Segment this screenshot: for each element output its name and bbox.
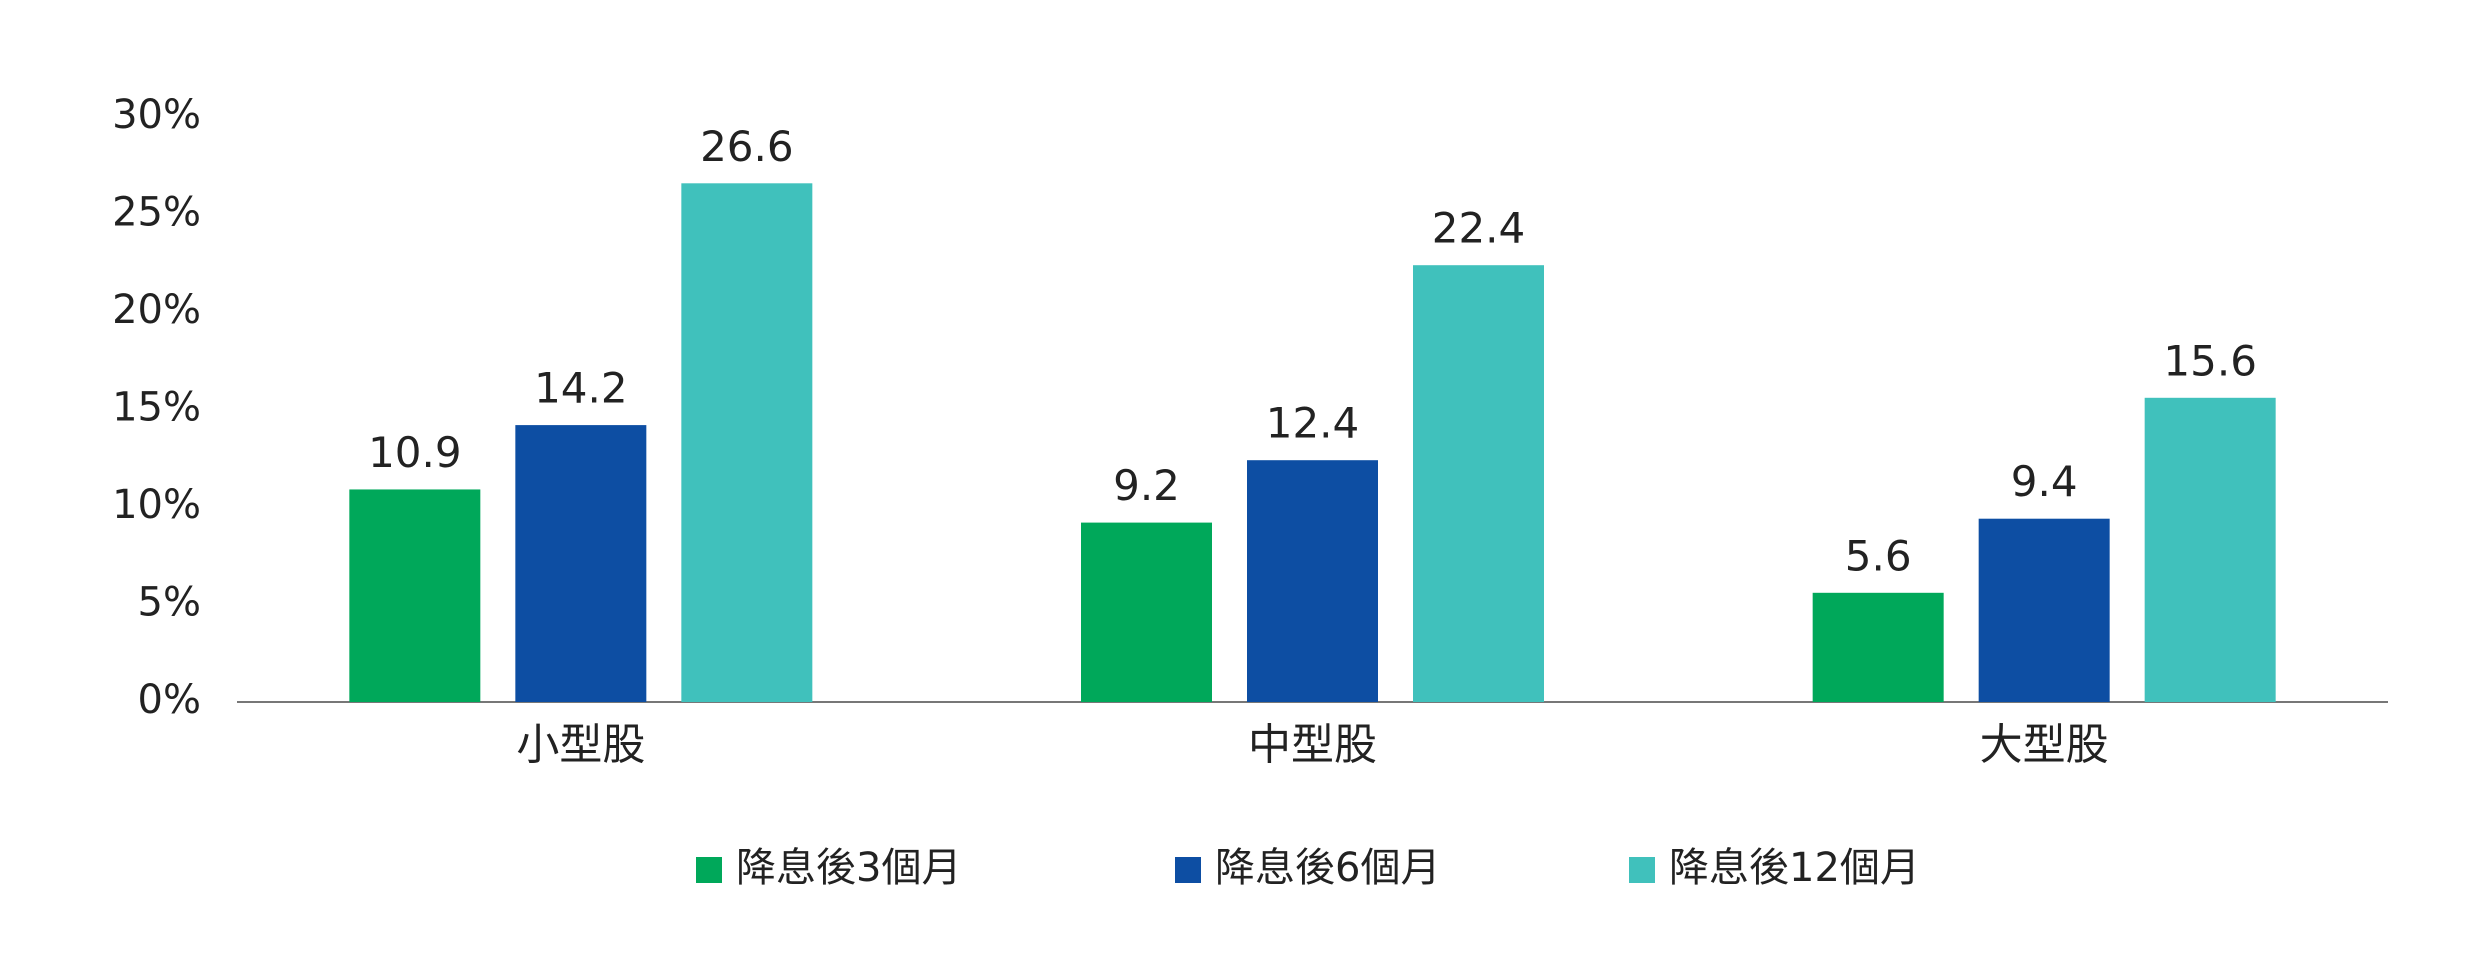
- bar: [1812, 592, 1944, 702]
- bar: [1081, 522, 1212, 702]
- x-tick-label: 大型股: [1980, 721, 2109, 771]
- value-label: 10.9: [368, 428, 462, 477]
- value-label: 26.6: [700, 122, 794, 171]
- value-label: 14.2: [534, 364, 628, 413]
- x-tick-label: 中型股: [1248, 721, 1377, 771]
- legend-label: 降息後3個月: [736, 845, 961, 891]
- y-tick-label: 20%: [112, 287, 201, 333]
- bar: [1978, 518, 2110, 702]
- legend-label: 降息後6個月: [1215, 845, 1440, 891]
- value-label: 9.2: [1113, 461, 1180, 510]
- legend-label: 降息後12個月: [1669, 845, 1920, 891]
- y-tick-label: 0%: [138, 677, 201, 723]
- y-tick-label: 30%: [112, 92, 201, 138]
- y-tick-label: 25%: [112, 190, 201, 236]
- bar: [1247, 460, 1378, 702]
- value-label: 12.4: [1266, 399, 1360, 448]
- value-label: 22.4: [1432, 204, 1526, 253]
- x-tick-label: 小型股: [516, 721, 645, 771]
- value-label: 15.6: [2163, 336, 2257, 385]
- y-tick-label: 10%: [112, 482, 201, 528]
- bar: [681, 183, 813, 703]
- value-label: 5.6: [1845, 531, 1912, 580]
- bar: [515, 425, 647, 702]
- bar: [349, 489, 481, 702]
- legend-swatch: [696, 857, 722, 883]
- y-tick-label: 15%: [112, 385, 201, 431]
- legend-swatch: [1175, 857, 1201, 883]
- y-tick-label: 5%: [138, 580, 201, 626]
- bar: [1413, 265, 1544, 702]
- legend-swatch: [1629, 857, 1655, 883]
- value-label: 9.4: [2011, 457, 2078, 506]
- bar: [2144, 397, 2276, 702]
